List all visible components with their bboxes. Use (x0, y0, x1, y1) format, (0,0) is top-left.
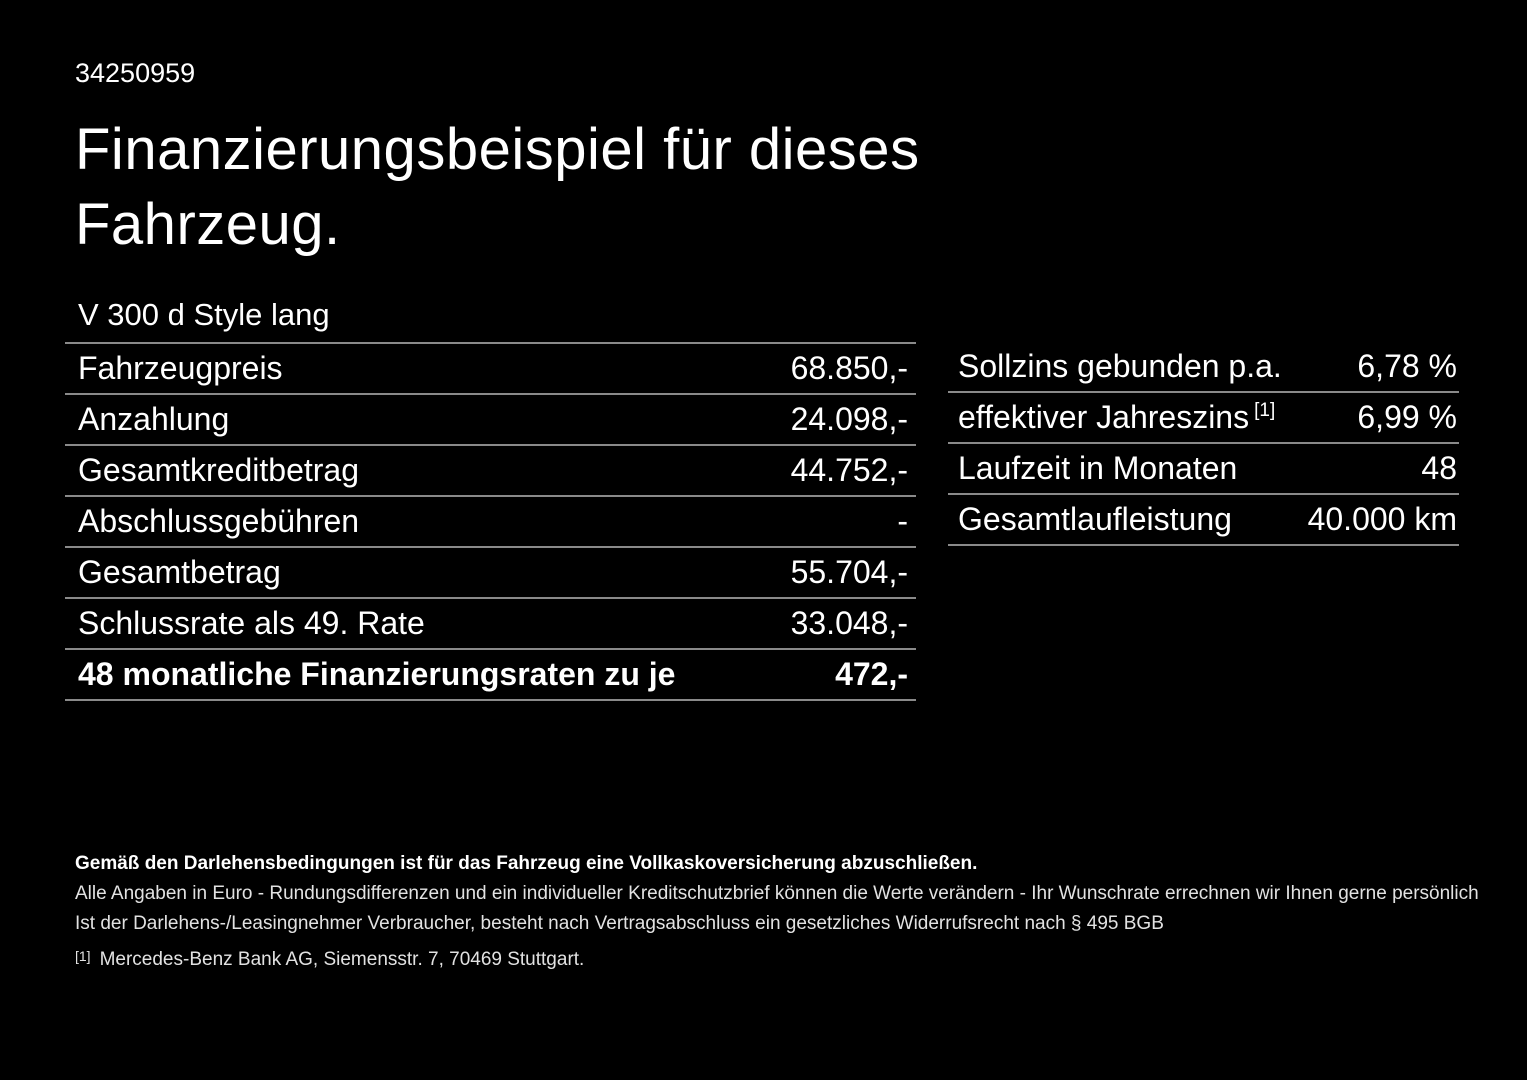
insurance-note: Gemäß den Darlehensbedingungen ist für d… (75, 853, 978, 874)
table-row-monthly-rate: 48 monatliche Finanzierungsraten zu je 4… (65, 650, 916, 701)
page-title-line1: Finanzierungsbeispiel für dieses (75, 117, 920, 182)
row-label: Fahrzeugpreis (78, 350, 283, 386)
row-value: 472,- (835, 656, 908, 692)
financing-conditions-table: Sollzins gebunden p.a. 6,78 % effektiver… (948, 342, 1459, 546)
page-title-line2: Fahrzeug. (75, 192, 341, 257)
row-value: 55.704,- (790, 554, 908, 590)
row-value: 40.000 km (1307, 501, 1457, 537)
disclaimer-line1: Alle Angaben in Euro - Rundungsdifferenz… (75, 883, 1479, 904)
row-label: Laufzeit in Monaten (958, 450, 1238, 486)
table-row: Abschlussgebühren - (65, 497, 916, 548)
vehicle-model: V 300 d Style lang (78, 297, 330, 332)
legal-footer: Gemäß den Darlehensbedingungen ist für d… (75, 849, 1495, 975)
table-row: Schlussrate als 49. Rate 33.048,- (65, 599, 916, 650)
page-title: Finanzierungsbeispiel für dieses Fahrzeu… (75, 112, 1275, 262)
table-row: Sollzins gebunden p.a. 6,78 % (948, 342, 1459, 393)
table-row: Anzahlung 24.098,- (65, 395, 916, 446)
row-value: 33.048,- (790, 605, 908, 641)
row-label: Abschlussgebühren (78, 503, 360, 539)
table-row: Gesamtbetrag 55.704,- (65, 548, 916, 599)
table-row: Gesamtkreditbetrag 44.752,- (65, 446, 916, 497)
row-label: effektiver Jahreszins [1] (958, 399, 1276, 435)
row-value: 68.850,- (790, 350, 908, 386)
row-label: Gesamtlaufleistung (958, 501, 1232, 537)
table-row: effektiver Jahreszins [1] 6,99 % (948, 393, 1459, 444)
table-row: Laufzeit in Monaten 48 (948, 444, 1459, 495)
row-value: 48 (1421, 450, 1457, 486)
listing-id: 34250959 (75, 58, 196, 88)
row-value: 6,78 % (1357, 348, 1457, 384)
table-row: Gesamtlaufleistung 40.000 km (948, 495, 1459, 546)
table-row: Fahrzeugpreis 68.850,- (65, 344, 916, 395)
bank-footnote: [1] Mercedes-Benz Bank AG, Siemensstr. 7,… (75, 945, 1495, 975)
row-value: 6,99 % (1357, 399, 1457, 435)
row-label: Schlussrate als 49. Rate (78, 605, 425, 641)
row-label: Gesamtkreditbetrag (78, 452, 360, 488)
row-label: Gesamtbetrag (78, 554, 281, 590)
row-label: 48 monatliche Finanzierungsraten zu je (78, 656, 676, 692)
financing-amounts-table: Fahrzeugpreis 68.850,- Anzahlung 24.098,… (65, 342, 916, 701)
row-label: Sollzins gebunden p.a. (958, 348, 1282, 384)
footnote-ref: [1] (1254, 400, 1276, 421)
row-label: Anzahlung (78, 401, 230, 437)
row-value: 24.098,- (790, 401, 908, 437)
bank-address: Mercedes-Benz Bank AG, Siemensstr. 7, 70… (99, 949, 585, 970)
row-value: - (897, 503, 908, 539)
row-value: 44.752,- (790, 452, 908, 488)
disclaimer-line2: Ist der Darlehens-/Leasingnehmer Verbrau… (75, 913, 1164, 934)
footnote-marker: [1] (75, 948, 91, 964)
